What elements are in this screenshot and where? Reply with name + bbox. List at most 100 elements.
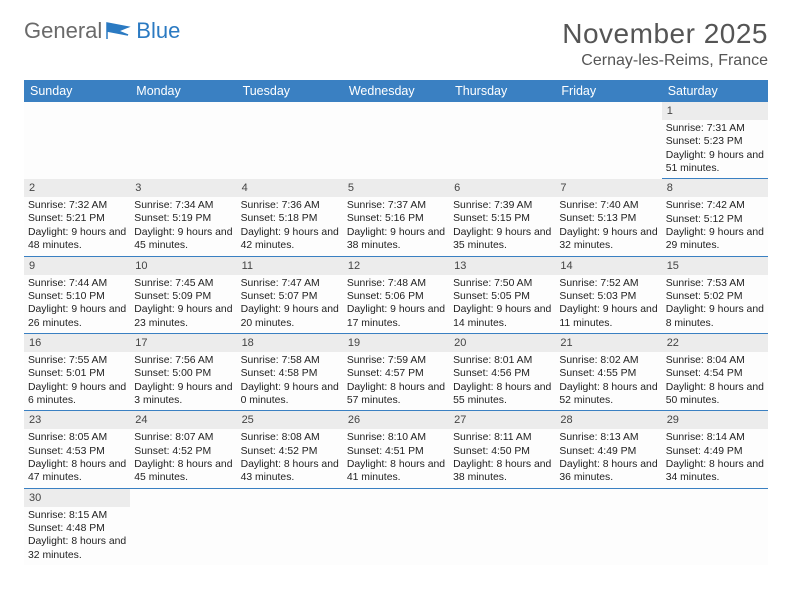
day-number: 17 xyxy=(130,334,236,352)
day-cell: 3Sunrise: 7:34 AMSunset: 5:19 PMDaylight… xyxy=(130,179,236,256)
col-wednesday: Wednesday xyxy=(343,80,449,102)
sunset-text: Sunset: 4:56 PM xyxy=(453,367,551,380)
day-cell xyxy=(130,488,236,565)
daylight-text: Daylight: 9 hours and 48 minutes. xyxy=(28,226,126,253)
day-cell: 14Sunrise: 7:52 AMSunset: 5:03 PMDayligh… xyxy=(555,256,661,333)
daylight-text: Daylight: 9 hours and 14 minutes. xyxy=(453,303,551,330)
sunrise-text: Sunrise: 7:42 AM xyxy=(666,199,764,212)
daylight-text: Daylight: 9 hours and 3 minutes. xyxy=(134,381,232,408)
day-number: 5 xyxy=(343,179,449,197)
sunrise-text: Sunrise: 7:56 AM xyxy=(134,354,232,367)
calendar-header-row: Sunday Monday Tuesday Wednesday Thursday… xyxy=(24,80,768,102)
day-number: 6 xyxy=(449,179,555,197)
week-row: 16Sunrise: 7:55 AMSunset: 5:01 PMDayligh… xyxy=(24,333,768,410)
daylight-text: Daylight: 9 hours and 26 minutes. xyxy=(28,303,126,330)
day-number: 29 xyxy=(662,411,768,429)
sunrise-text: Sunrise: 7:53 AM xyxy=(666,277,764,290)
daylight-text: Daylight: 9 hours and 38 minutes. xyxy=(347,226,445,253)
sunrise-text: Sunrise: 8:01 AM xyxy=(453,354,551,367)
day-cell xyxy=(555,102,661,179)
day-cell: 16 Sunrise: 7:55 AMSunset: 5:01 PMDayligh… xyxy=(24,333,130,410)
day-cell xyxy=(662,488,768,565)
daylight-text: Daylight: 9 hours and 17 minutes. xyxy=(347,303,445,330)
day-number: 30 xyxy=(24,489,130,507)
day-cell: 23Sunrise: 8:05 AMSunset: 4:53 PMDayligh… xyxy=(24,411,130,488)
sunrise-text: Sunrise: 7:39 AM xyxy=(453,199,551,212)
day-cell xyxy=(343,102,449,179)
daylight-text: Daylight: 9 hours and 11 minutes. xyxy=(559,303,657,330)
week-row: 23Sunrise: 8:05 AMSunset: 4:53 PMDayligh… xyxy=(24,411,768,488)
sunset-text: Sunset: 4:57 PM xyxy=(347,367,445,380)
sunset-text: Sunset: 4:53 PM xyxy=(28,445,126,458)
day-cell: 18Sunrise: 7:58 AMSunset: 4:58 PMDayligh… xyxy=(237,333,343,410)
col-monday: Monday xyxy=(130,80,236,102)
sunset-text: Sunset: 5:01 PM xyxy=(28,367,126,380)
col-tuesday: Tuesday xyxy=(237,80,343,102)
col-thursday: Thursday xyxy=(449,80,555,102)
flag-icon xyxy=(106,21,132,41)
day-cell xyxy=(237,488,343,565)
day-number: 8 xyxy=(662,179,768,197)
sunset-text: Sunset: 5:21 PM xyxy=(28,212,126,225)
day-cell: 22Sunrise: 8:04 AMSunset: 4:54 PMDayligh… xyxy=(662,333,768,410)
daylight-text: Daylight: 8 hours and 45 minutes. xyxy=(134,458,232,485)
brand-part1: General xyxy=(24,18,102,44)
day-cell: 10Sunrise: 7:45 AMSunset: 5:09 PMDayligh… xyxy=(130,256,236,333)
daylight-text: Daylight: 9 hours and 45 minutes. xyxy=(134,226,232,253)
day-cell xyxy=(237,102,343,179)
daylight-text: Daylight: 8 hours and 43 minutes. xyxy=(241,458,339,485)
day-cell: 7Sunrise: 7:40 AMSunset: 5:13 PMDaylight… xyxy=(555,179,661,256)
sunrise-text: Sunrise: 8:15 AM xyxy=(28,509,126,522)
day-cell: 30Sunrise: 8:15 AMSunset: 4:48 PMDayligh… xyxy=(24,488,130,565)
day-number: 9 xyxy=(24,257,130,275)
day-cell: 9Sunrise: 7:44 AMSunset: 5:10 PMDaylight… xyxy=(24,256,130,333)
day-number: 18 xyxy=(237,334,343,352)
day-number: 19 xyxy=(343,334,449,352)
sunset-text: Sunset: 5:03 PM xyxy=(559,290,657,303)
day-cell: 6Sunrise: 7:39 AMSunset: 5:15 PMDaylight… xyxy=(449,179,555,256)
daylight-text: Daylight: 9 hours and 6 minutes. xyxy=(28,381,126,408)
daylight-text: Daylight: 8 hours and 41 minutes. xyxy=(347,458,445,485)
sunrise-text: Sunrise: 7:55 AM xyxy=(28,354,126,367)
sunrise-text: Sunrise: 8:13 AM xyxy=(559,431,657,444)
daylight-text: Daylight: 9 hours and 23 minutes. xyxy=(134,303,232,330)
day-number: 2 xyxy=(24,179,130,197)
sunrise-text: Sunrise: 8:02 AM xyxy=(559,354,657,367)
day-cell xyxy=(24,102,130,179)
day-number: 16 xyxy=(24,334,130,352)
sunset-text: Sunset: 4:55 PM xyxy=(559,367,657,380)
sunrise-text: Sunrise: 8:11 AM xyxy=(453,431,551,444)
sunset-text: Sunset: 5:15 PM xyxy=(453,212,551,225)
day-cell: 29Sunrise: 8:14 AMSunset: 4:49 PMDayligh… xyxy=(662,411,768,488)
week-row: 2Sunrise: 7:32 AMSunset: 5:21 PMDaylight… xyxy=(24,179,768,256)
day-number: 12 xyxy=(343,257,449,275)
day-number: 11 xyxy=(237,257,343,275)
daylight-text: Daylight: 8 hours and 47 minutes. xyxy=(28,458,126,485)
daylight-text: Daylight: 8 hours and 34 minutes. xyxy=(666,458,764,485)
sunset-text: Sunset: 4:58 PM xyxy=(241,367,339,380)
sunset-text: Sunset: 5:00 PM xyxy=(134,367,232,380)
sunrise-text: Sunrise: 7:44 AM xyxy=(28,277,126,290)
day-cell: 19Sunrise: 7:59 AMSunset: 4:57 PMDayligh… xyxy=(343,333,449,410)
day-number: 21 xyxy=(555,334,661,352)
daylight-text: Daylight: 9 hours and 32 minutes. xyxy=(559,226,657,253)
daylight-text: Daylight: 8 hours and 36 minutes. xyxy=(559,458,657,485)
day-number: 15 xyxy=(662,257,768,275)
daylight-text: Daylight: 9 hours and 42 minutes. xyxy=(241,226,339,253)
day-number: 24 xyxy=(130,411,236,429)
sunset-text: Sunset: 5:09 PM xyxy=(134,290,232,303)
daylight-text: Daylight: 8 hours and 52 minutes. xyxy=(559,381,657,408)
sunrise-text: Sunrise: 7:50 AM xyxy=(453,277,551,290)
calendar-table: Sunday Monday Tuesday Wednesday Thursday… xyxy=(24,80,768,565)
sunset-text: Sunset: 5:19 PM xyxy=(134,212,232,225)
title-block: November 2025 Cernay-les-Reims, France xyxy=(562,18,768,70)
sunrise-text: Sunrise: 7:59 AM xyxy=(347,354,445,367)
day-cell: 25Sunrise: 8:08 AMSunset: 4:52 PMDayligh… xyxy=(237,411,343,488)
day-number: 25 xyxy=(237,411,343,429)
day-cell xyxy=(555,488,661,565)
month-title: November 2025 xyxy=(562,18,768,50)
daylight-text: Daylight: 8 hours and 32 minutes. xyxy=(28,535,126,562)
brand-logo: General Blue xyxy=(24,18,180,44)
sunset-text: Sunset: 4:52 PM xyxy=(134,445,232,458)
sunset-text: Sunset: 4:49 PM xyxy=(559,445,657,458)
